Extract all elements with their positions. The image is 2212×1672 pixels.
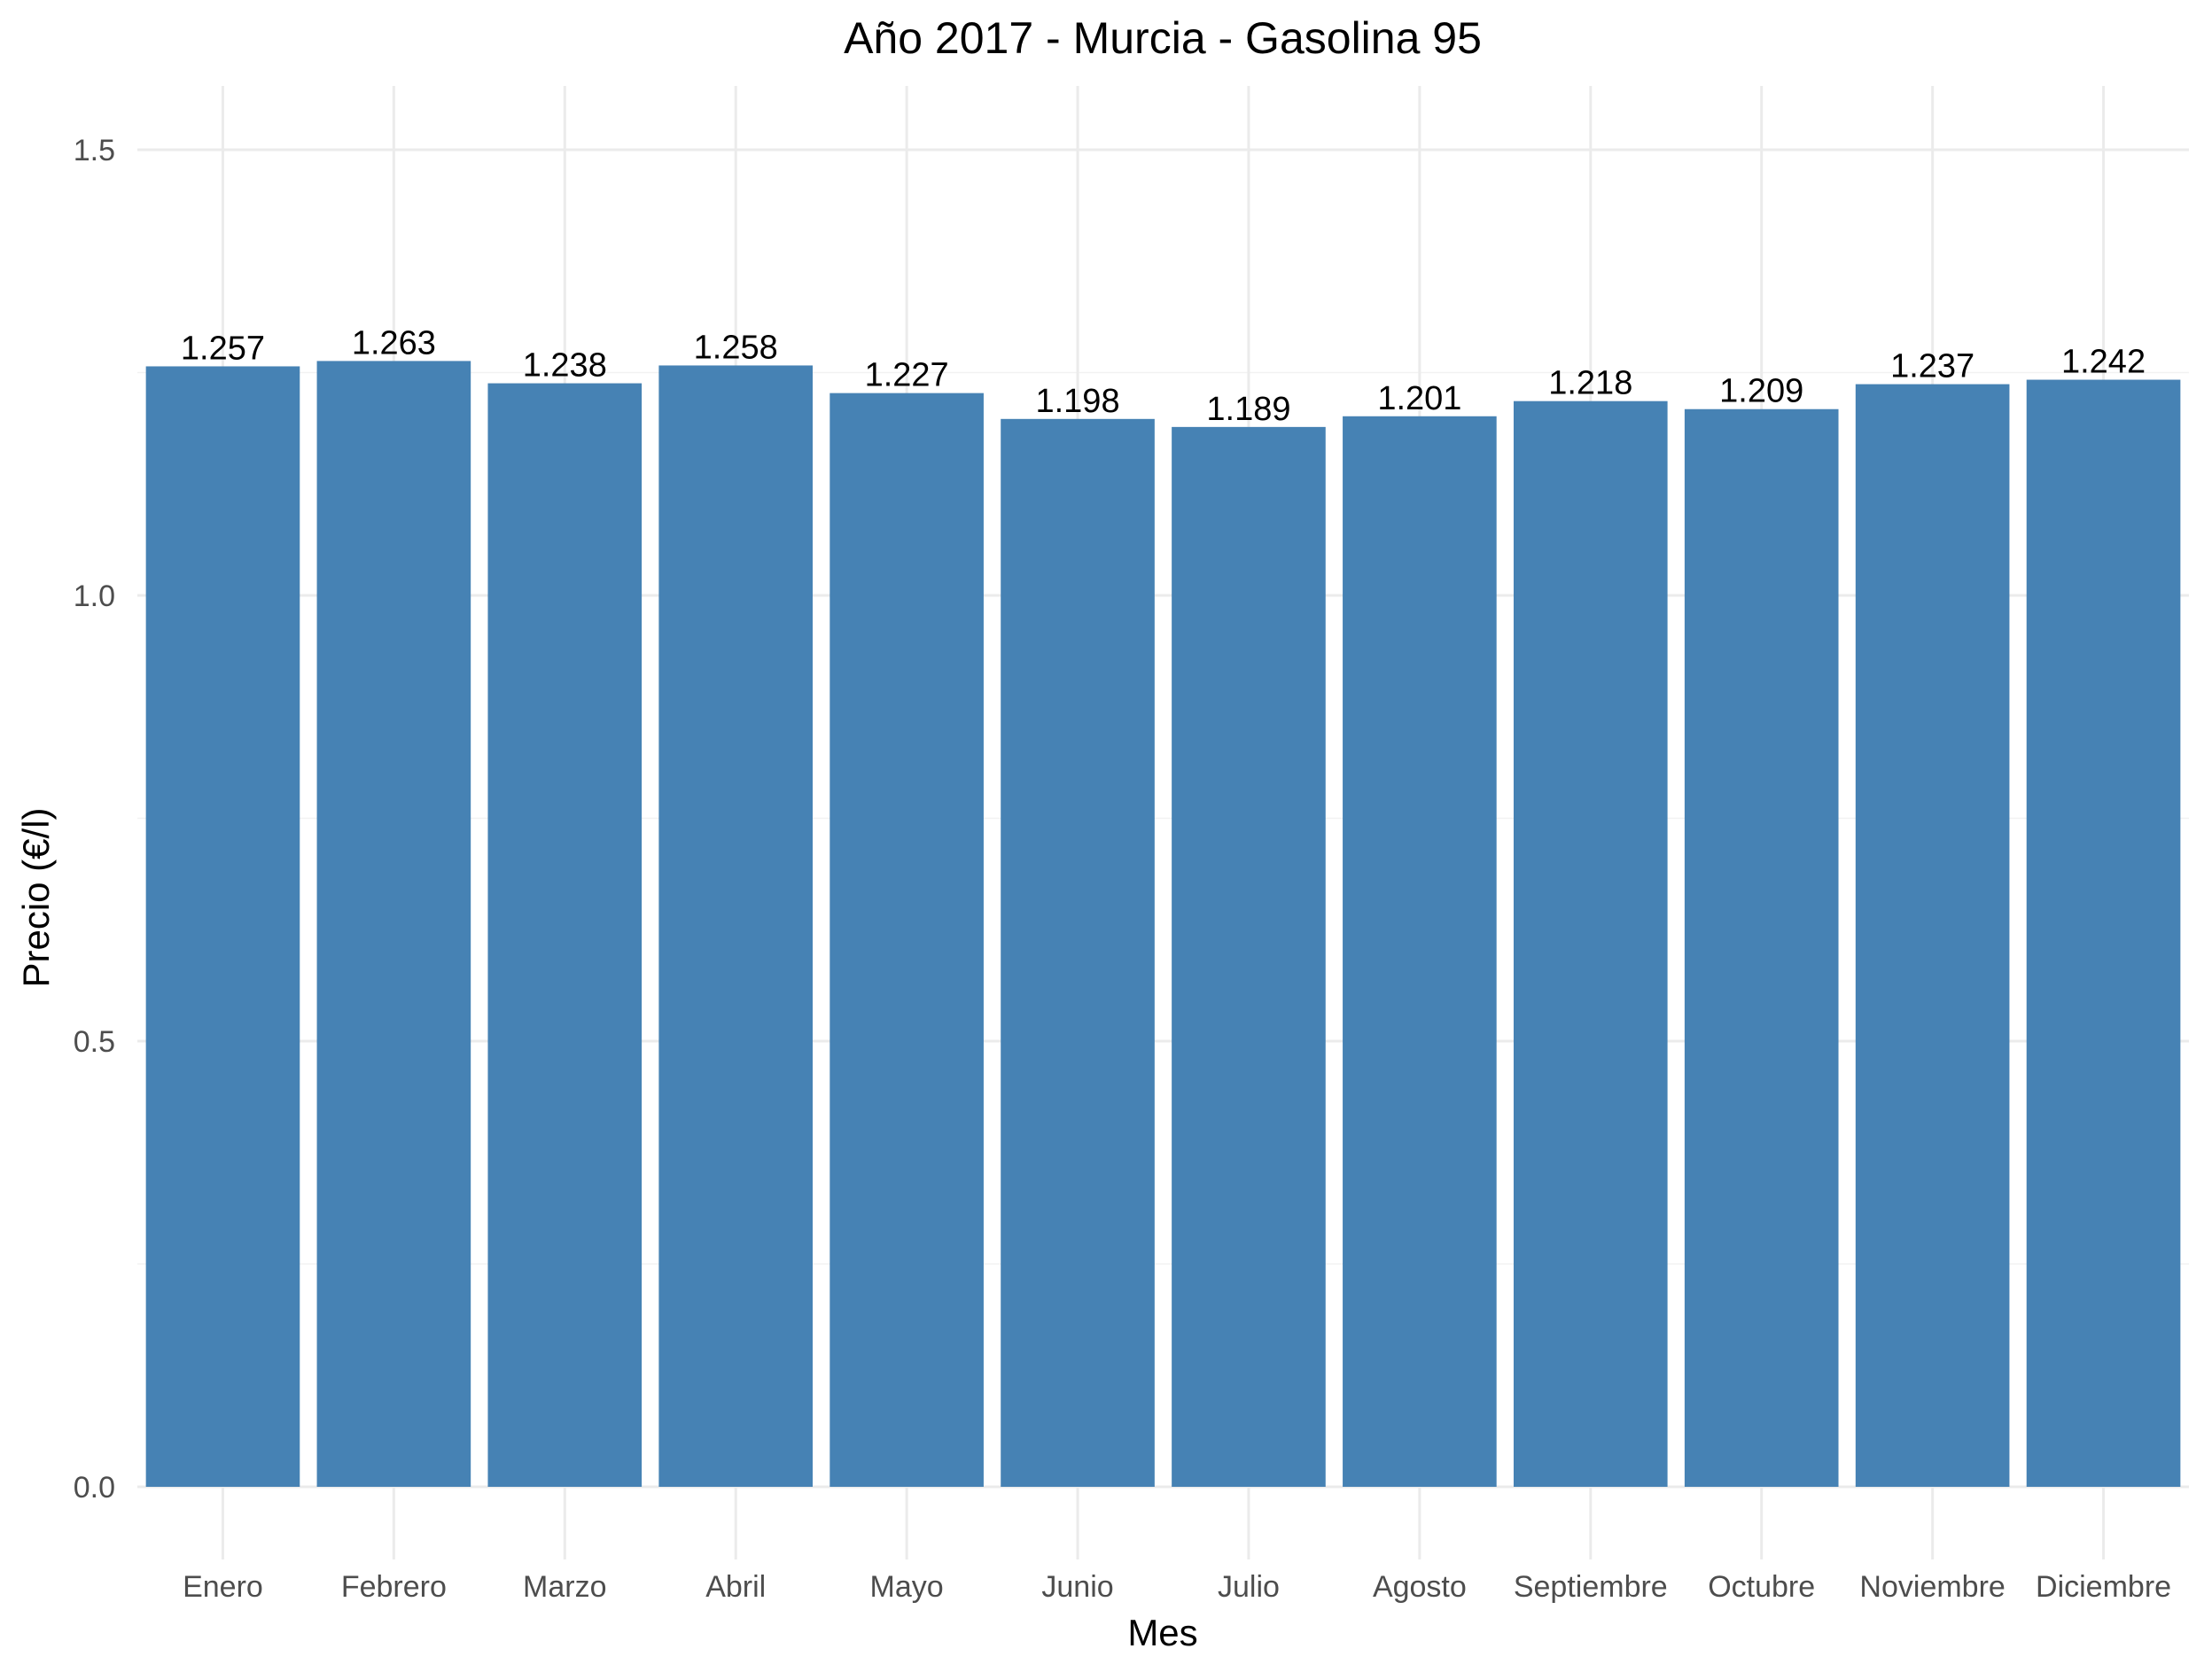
x-tick-label: Agosto — [1373, 1570, 1467, 1604]
bars — [145, 361, 2181, 1488]
x-tick-label: Marzo — [523, 1570, 606, 1604]
y-tick-label: 1.5 — [74, 134, 115, 167]
y-axis-ticks: 0.0 0.5 1.0 1.5 — [74, 134, 115, 1505]
bar-septiembre — [1513, 401, 1668, 1487]
x-tick-label: Enero — [183, 1570, 263, 1604]
bar-octubre — [1684, 408, 1839, 1488]
value-label: 1.258 — [694, 329, 778, 366]
bar-junio — [1001, 418, 1155, 1487]
y-tick-label: 0.0 — [74, 1471, 115, 1505]
x-tick-label: Abril — [705, 1570, 766, 1604]
bar-abril — [658, 365, 814, 1487]
value-labels: 1.257 1.263 1.238 1.258 1.227 1.198 1.189 1.201… — [181, 324, 2146, 427]
y-axis-title: Precio (€/l) — [15, 807, 57, 987]
value-label: 1.227 — [865, 357, 949, 394]
value-label: 1.209 — [1719, 373, 1803, 410]
x-axis-ticks: Enero Febrero Marzo Abril Mayo Junio Julio Agos… — [183, 1570, 2171, 1604]
x-tick-label: Mayo — [870, 1570, 944, 1604]
x-tick-label: Septiembre — [1514, 1570, 1668, 1604]
bar-marzo — [487, 383, 643, 1487]
bar-enero — [145, 366, 300, 1487]
value-label: 1.257 — [181, 330, 265, 367]
x-tick-label: Diciembre — [2036, 1570, 2171, 1604]
x-tick-label: Octubre — [1708, 1570, 1815, 1604]
bar-febrero — [316, 361, 471, 1487]
y-tick-label: 0.5 — [74, 1025, 115, 1059]
x-tick-label: Julio — [1218, 1570, 1280, 1604]
value-label: 1.198 — [1035, 383, 1119, 420]
x-tick-label: Noviembre — [1859, 1570, 2005, 1604]
bar-julio — [1172, 426, 1326, 1488]
value-label: 1.263 — [352, 324, 436, 362]
bar-noviembre — [1855, 384, 2010, 1487]
value-label: 1.218 — [1548, 365, 1632, 402]
value-label: 1.242 — [2061, 344, 2146, 381]
bar-agosto — [1343, 416, 1497, 1488]
value-label: 1.237 — [1890, 348, 1974, 385]
bar-diciembre — [2026, 379, 2181, 1488]
value-label: 1.189 — [1206, 391, 1290, 428]
y-tick-label: 1.0 — [74, 579, 115, 613]
x-tick-label: Junio — [1041, 1570, 1113, 1604]
value-label: 1.201 — [1377, 380, 1461, 417]
x-axis-title: Mes — [1127, 1612, 1197, 1653]
bar-mayo — [830, 393, 984, 1488]
value-label: 1.238 — [523, 347, 607, 385]
chart-title: Año 2017 - Murcia - Gasolina 95 — [844, 13, 1482, 63]
x-tick-label: Febrero — [341, 1570, 447, 1604]
